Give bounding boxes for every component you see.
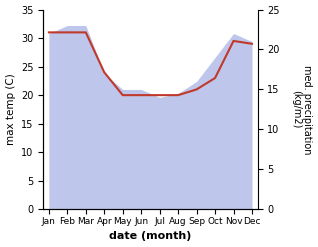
X-axis label: date (month): date (month): [109, 231, 192, 242]
Y-axis label: med. precipitation
(kg/m2): med. precipitation (kg/m2): [291, 65, 313, 154]
Y-axis label: max temp (C): max temp (C): [5, 74, 16, 145]
